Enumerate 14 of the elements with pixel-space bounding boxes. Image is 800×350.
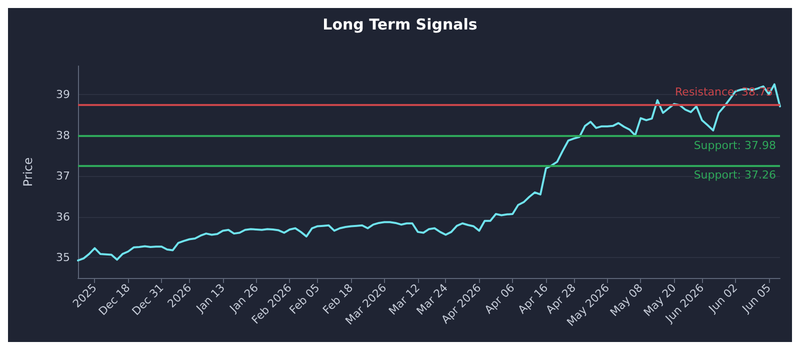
x-tick-label: Jun 02 (706, 281, 740, 316)
y-tick-label: 35 (56, 251, 70, 264)
y-tick-label: 39 (56, 88, 70, 102)
x-tick-label: Jun 05 (739, 281, 774, 316)
line-series (77, 83, 781, 262)
y-axis-title: Price (21, 157, 35, 187)
x-tick-label: Apr 06 (482, 281, 518, 316)
chart-title: Long Term Signals (322, 16, 478, 34)
ref-line-label: Support: 37.26 (694, 168, 776, 182)
y-tick-label: 36 (56, 210, 70, 224)
ref-line-label: Support: 37.98 (694, 139, 776, 152)
y-tick-label: 38 (56, 128, 70, 142)
y-tick-label: 37 (56, 170, 70, 183)
x-tick-label: Jan 13 (193, 281, 228, 316)
